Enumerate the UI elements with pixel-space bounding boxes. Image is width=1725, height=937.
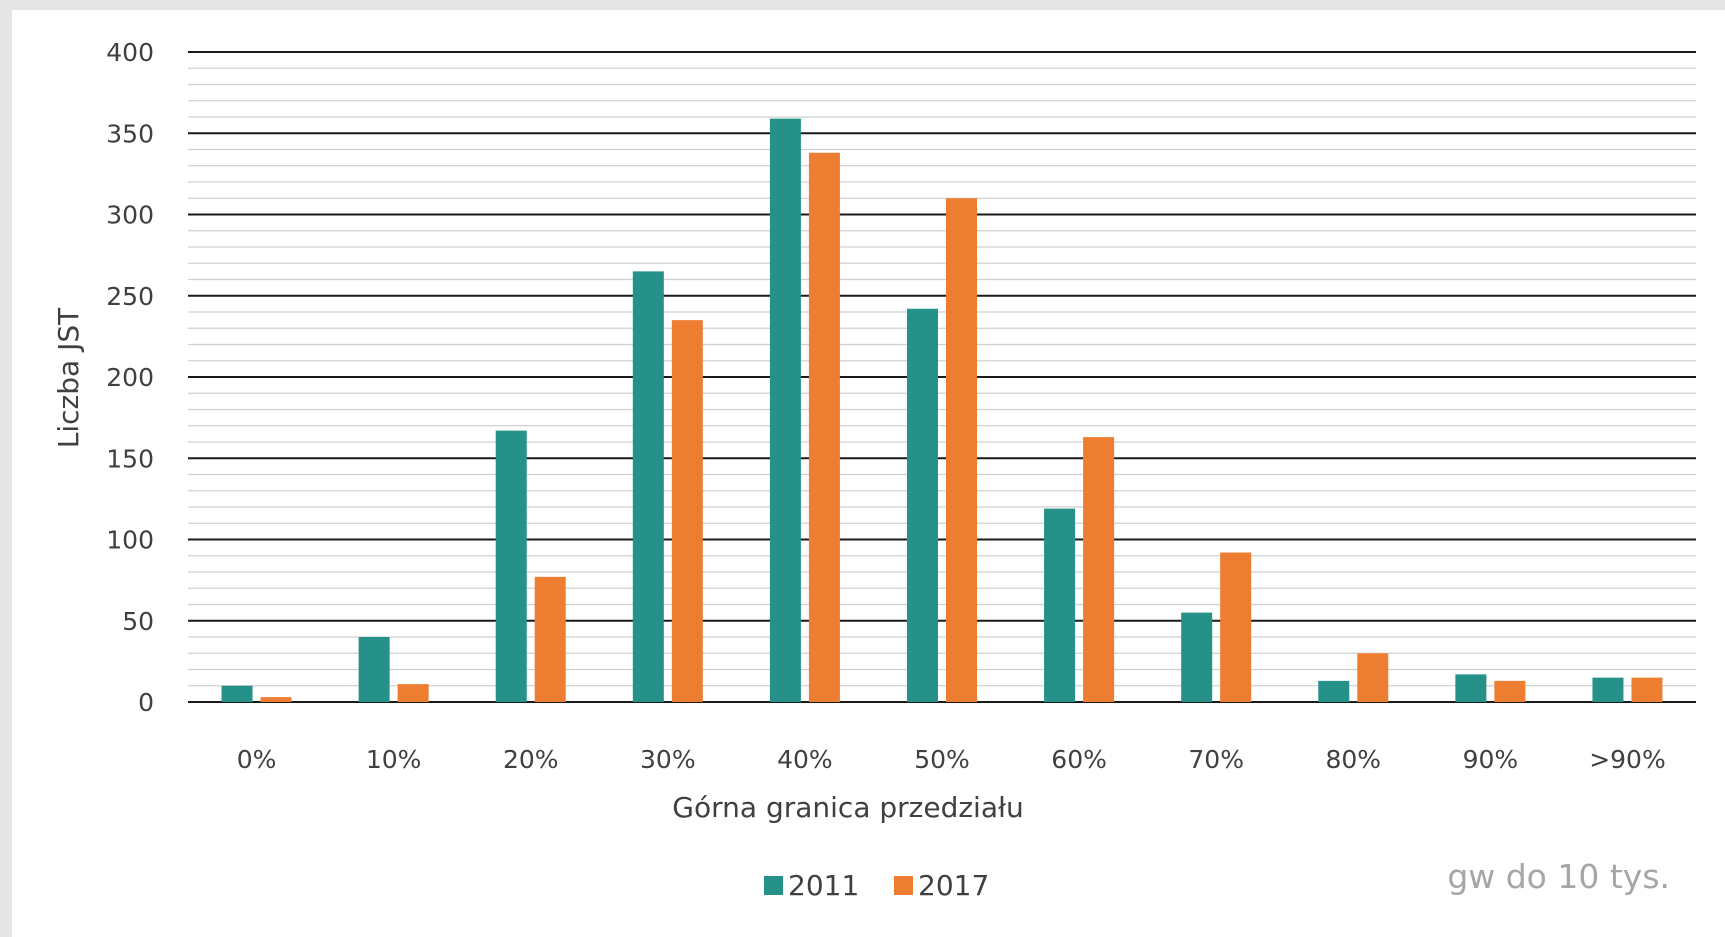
legend: 2011 2017 xyxy=(764,869,989,902)
bar-2017 xyxy=(1220,552,1252,702)
bar-2017 xyxy=(534,576,566,702)
y-tick-label: 200 xyxy=(106,363,154,392)
bar-2017 xyxy=(1631,677,1663,702)
bar-2011 xyxy=(1181,612,1213,702)
bar-chart: 0 50 100 150 200 250 300 350 400 0% 10% 20% 30% 40% 5… xyxy=(52,38,1696,902)
x-tick-label: 60% xyxy=(1051,745,1107,774)
bar-2011 xyxy=(769,118,801,702)
bar-2011 xyxy=(221,685,253,702)
bar-2011 xyxy=(358,637,390,702)
chart-note: gw do 10 tys. xyxy=(1447,857,1670,896)
y-axis-title: Liczba JST xyxy=(52,307,85,448)
bar-2017 xyxy=(946,198,977,702)
bar-2011 xyxy=(1592,677,1624,702)
chart-panel: 0 50 100 150 200 250 300 350 400 0% 10% 20% 30% 40% 5… xyxy=(12,10,1725,937)
y-tick-label: 250 xyxy=(106,282,154,311)
bar-2011 xyxy=(907,308,938,702)
legend-label: 2017 xyxy=(918,869,989,902)
bar-2017 xyxy=(397,684,429,702)
bars xyxy=(221,118,1663,702)
x-tick-label: 50% xyxy=(914,745,970,774)
bar-2011 xyxy=(1455,674,1487,702)
x-tick-label: 10% xyxy=(366,745,422,774)
x-axis-title: Górna granica przedziału xyxy=(672,791,1023,824)
x-tick-label: 30% xyxy=(640,745,696,774)
gridlines xyxy=(188,51,1696,703)
x-tick-label: 80% xyxy=(1325,745,1381,774)
bar-2017 xyxy=(671,320,703,702)
y-tick-label: 50 xyxy=(122,607,154,636)
bar-2011 xyxy=(1044,508,1076,702)
y-tick-label: 150 xyxy=(106,444,154,473)
x-tick-label: 90% xyxy=(1463,745,1519,774)
y-tick-label: 350 xyxy=(106,119,154,148)
x-tick-label: 20% xyxy=(503,745,559,774)
bar-2017 xyxy=(808,152,840,702)
x-tick-label: 70% xyxy=(1188,745,1244,774)
y-tick-label: 0 xyxy=(138,688,154,717)
y-tick-label: 300 xyxy=(106,201,154,230)
y-tick-label: 100 xyxy=(106,526,154,555)
legend-swatch xyxy=(894,876,913,895)
x-tick-label: >90% xyxy=(1589,745,1666,774)
x-tick-label: 0% xyxy=(237,745,277,774)
bar-2011 xyxy=(1318,680,1350,702)
y-axis-ticks: 0 50 100 150 200 250 300 350 400 xyxy=(106,38,154,717)
legend-swatch xyxy=(764,876,783,895)
bar-2011 xyxy=(632,271,664,702)
x-tick-label: 40% xyxy=(777,745,833,774)
bar-2017 xyxy=(260,697,292,702)
bar-2017 xyxy=(1357,653,1389,702)
bar-2011 xyxy=(495,430,527,702)
bar-2017 xyxy=(1083,437,1115,702)
y-tick-label: 400 xyxy=(106,38,154,67)
bar-2017 xyxy=(1494,680,1526,702)
legend-label: 2011 xyxy=(788,869,859,902)
x-axis-ticks: 0% 10% 20% 30% 40% 50% 60% 70% 80% 90% >90% xyxy=(237,745,1666,774)
